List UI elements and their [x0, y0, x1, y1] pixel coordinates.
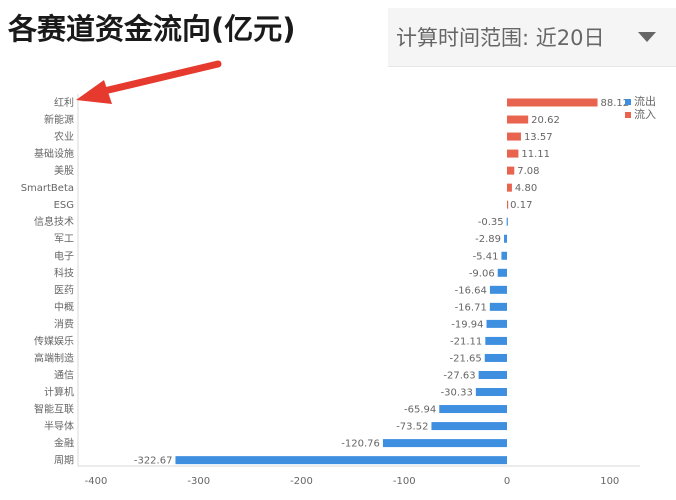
category-label: 周期	[54, 455, 74, 467]
category-label: 金融	[54, 437, 74, 450]
value-label: 11.11	[521, 149, 550, 160]
value-label: -65.94	[404, 405, 436, 416]
legend-swatch	[625, 112, 631, 118]
category-label: 美股	[54, 164, 74, 177]
x-tick-label: -100	[393, 476, 416, 487]
value-label: -2.89	[475, 234, 501, 245]
value-label: 0.17	[510, 200, 532, 211]
range-label-text: 计算时间范围:	[396, 26, 530, 50]
value-label: 7.08	[517, 166, 539, 177]
category-label: ESG	[54, 200, 74, 211]
bar	[497, 268, 507, 277]
category-label: 医药	[54, 284, 74, 296]
range-value: 近20日	[535, 26, 605, 50]
value-label: 20.62	[531, 115, 560, 126]
bar	[478, 370, 507, 379]
value-label: 13.57	[524, 132, 553, 143]
category-label: 信息技术	[34, 215, 74, 228]
bar	[507, 200, 509, 209]
category-label: 新能源	[44, 113, 74, 126]
bar	[486, 319, 507, 328]
chart-svg: 红利 88.12 新能源 20.62 农业 13.57 基础设施 11.11 美股 7.08 Sma…	[21, 94, 656, 487]
bar	[507, 98, 598, 107]
category-label: 电子	[54, 249, 74, 262]
value-label: -21.11	[450, 336, 482, 347]
bar	[431, 422, 507, 431]
value-label: 4.80	[515, 183, 537, 194]
bar	[507, 115, 529, 124]
value-label: -16.71	[455, 302, 487, 313]
category-label: 智能互联	[34, 403, 74, 416]
category-label: 消费	[54, 317, 74, 330]
category-label: 传媒娱乐	[34, 334, 74, 347]
bar	[507, 132, 521, 141]
x-tick-label: -400	[85, 476, 108, 487]
category-label: 军工	[54, 233, 74, 245]
value-label: -16.64	[455, 285, 487, 296]
bar	[382, 439, 507, 448]
legend-label: 流出	[634, 94, 656, 108]
value-label: -19.94	[451, 319, 483, 330]
bar	[489, 302, 507, 311]
bar	[507, 183, 512, 192]
category-label: 高端制造	[34, 351, 74, 364]
category-label: 中概	[54, 300, 74, 313]
bar	[489, 285, 507, 294]
value-label: -0.35	[478, 217, 504, 228]
value-label: -322.67	[134, 456, 173, 467]
value-label: 88.12	[601, 98, 630, 109]
category-label: 农业	[54, 130, 74, 143]
category-label: 计算机	[44, 386, 74, 399]
bar	[485, 336, 507, 345]
category-label: 通信	[54, 369, 74, 381]
fund-flow-chart: 红利 88.12 新能源 20.62 农业 13.57 基础设施 11.11 美股 7.08 Sma…	[0, 66, 676, 500]
bar	[504, 234, 507, 243]
bar	[175, 456, 507, 465]
bar	[506, 217, 508, 226]
x-tick-label: -300	[187, 476, 210, 487]
bar	[475, 388, 507, 397]
bar	[439, 405, 507, 414]
value-label: -120.76	[341, 439, 380, 450]
value-label: -21.65	[450, 353, 482, 364]
x-tick-label: 100	[600, 476, 619, 487]
time-range-select[interactable]: 计算时间范围: 近20日	[388, 8, 676, 67]
category-label: 科技	[54, 266, 74, 279]
category-label: 红利	[54, 96, 74, 109]
bar	[507, 166, 515, 175]
value-label: -5.41	[473, 251, 499, 262]
category-label: 基础设施	[34, 147, 74, 160]
value-label: -9.06	[469, 268, 495, 279]
bar	[484, 353, 507, 362]
x-tick-label: 0	[504, 476, 510, 487]
category-label: 半导体	[44, 420, 74, 433]
value-label: -73.52	[396, 422, 428, 433]
value-label: -27.63	[443, 370, 475, 381]
page-title: 各赛道资金流向(亿元)	[8, 12, 296, 46]
legend-label: 流入	[634, 107, 656, 121]
legend-swatch	[625, 99, 631, 105]
chevron-down-icon[interactable]	[638, 32, 656, 42]
bar	[507, 149, 519, 158]
category-label: SmartBeta	[21, 183, 74, 194]
x-tick-label: -200	[290, 476, 313, 487]
bar	[501, 251, 507, 260]
value-label: -30.33	[441, 388, 473, 399]
range-label: 计算时间范围: 近20日	[396, 22, 605, 52]
